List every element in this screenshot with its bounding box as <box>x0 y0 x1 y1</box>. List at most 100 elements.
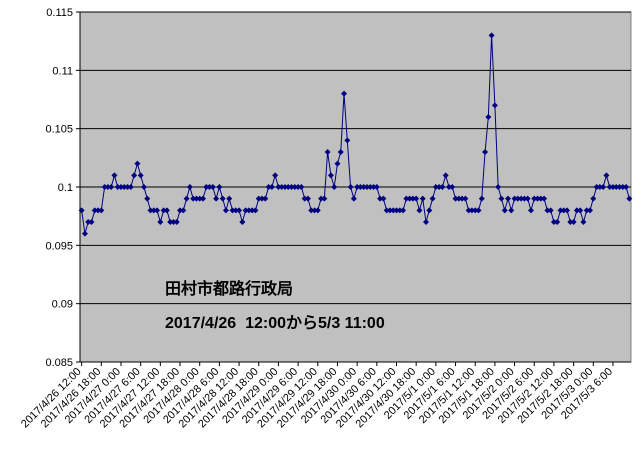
data-point <box>452 195 459 202</box>
data-point <box>137 172 144 179</box>
data-point <box>95 207 102 214</box>
data-point <box>134 160 141 167</box>
data-point <box>367 184 374 190</box>
data-point <box>501 207 508 214</box>
data-point <box>587 207 594 214</box>
data-point <box>98 207 105 214</box>
data-point <box>596 184 603 190</box>
data-point <box>370 184 377 190</box>
data-point <box>239 219 246 225</box>
data-point <box>272 172 279 179</box>
data-point <box>518 195 525 202</box>
data-point <box>101 184 108 190</box>
data-point <box>183 195 190 202</box>
data-point <box>318 195 325 202</box>
data-point <box>508 207 515 214</box>
data-point <box>196 195 203 202</box>
data-point <box>124 184 131 190</box>
data-point <box>222 207 229 214</box>
data-point <box>573 207 580 214</box>
annotation: 田村市都路行政局 <box>165 279 293 298</box>
data-point <box>337 149 344 155</box>
data-point <box>613 184 620 190</box>
data-point <box>219 195 226 202</box>
data-point <box>527 207 534 214</box>
data-point <box>363 184 370 190</box>
data-point <box>213 195 220 202</box>
data-point <box>295 184 302 190</box>
annotation: 2017/4/26 12:00から5/3 11:00 <box>165 314 385 332</box>
data-point <box>560 207 567 214</box>
data-point <box>278 184 285 190</box>
data-point <box>409 195 416 202</box>
data-point <box>173 219 180 225</box>
data-point <box>108 184 115 190</box>
data-point <box>354 184 361 190</box>
data-point <box>324 149 331 155</box>
data-point <box>160 207 167 214</box>
data-point <box>554 219 561 225</box>
data-point <box>131 172 138 179</box>
data-point <box>377 195 384 202</box>
data-point <box>357 184 364 190</box>
data-point <box>291 184 298 190</box>
data-point <box>616 184 623 190</box>
data-point <box>577 207 584 214</box>
data-point <box>301 195 308 202</box>
data-point <box>472 207 479 214</box>
y-tick-label: 0.095 <box>45 240 73 252</box>
data-point <box>505 195 512 202</box>
data-point <box>626 195 633 202</box>
data-point <box>275 184 282 190</box>
data-point <box>557 207 564 214</box>
data-point <box>383 207 390 214</box>
data-point <box>255 195 262 202</box>
data-point <box>304 195 311 202</box>
data-point <box>485 114 492 120</box>
data-point <box>478 195 485 202</box>
data-point <box>81 230 88 237</box>
data-point <box>603 172 610 179</box>
data-point <box>623 184 630 190</box>
data-point <box>252 207 259 214</box>
data-point <box>180 207 187 214</box>
data-point <box>85 219 92 225</box>
data-point <box>226 195 233 202</box>
data-point <box>442 172 449 179</box>
data-point <box>583 207 590 214</box>
data-point <box>531 195 538 202</box>
data-point <box>170 219 177 225</box>
data-point <box>203 184 210 190</box>
data-point <box>288 184 295 190</box>
data-point <box>236 207 243 214</box>
data-point <box>570 219 577 225</box>
data-point <box>78 207 85 214</box>
data-point <box>537 195 544 202</box>
data-point <box>341 90 348 97</box>
data-point <box>157 219 164 225</box>
data-point <box>468 207 475 214</box>
data-point <box>580 219 587 225</box>
data-point <box>216 184 223 190</box>
data-point <box>114 184 121 190</box>
data-point <box>386 207 393 214</box>
y-tick-label: 0.09 <box>52 299 73 311</box>
data-point <box>311 207 318 214</box>
data-point <box>413 195 420 202</box>
data-point <box>380 195 387 202</box>
data-point <box>140 184 147 190</box>
data-point <box>199 195 206 202</box>
data-point <box>327 172 334 179</box>
data-point <box>393 207 400 214</box>
data-point <box>511 195 518 202</box>
data-point <box>163 207 170 214</box>
data-point <box>482 149 489 155</box>
data-point <box>491 102 498 109</box>
data-point <box>344 137 351 144</box>
data-point <box>498 195 505 202</box>
data-point <box>88 219 95 225</box>
data-point <box>514 195 521 202</box>
data-point <box>350 195 357 202</box>
